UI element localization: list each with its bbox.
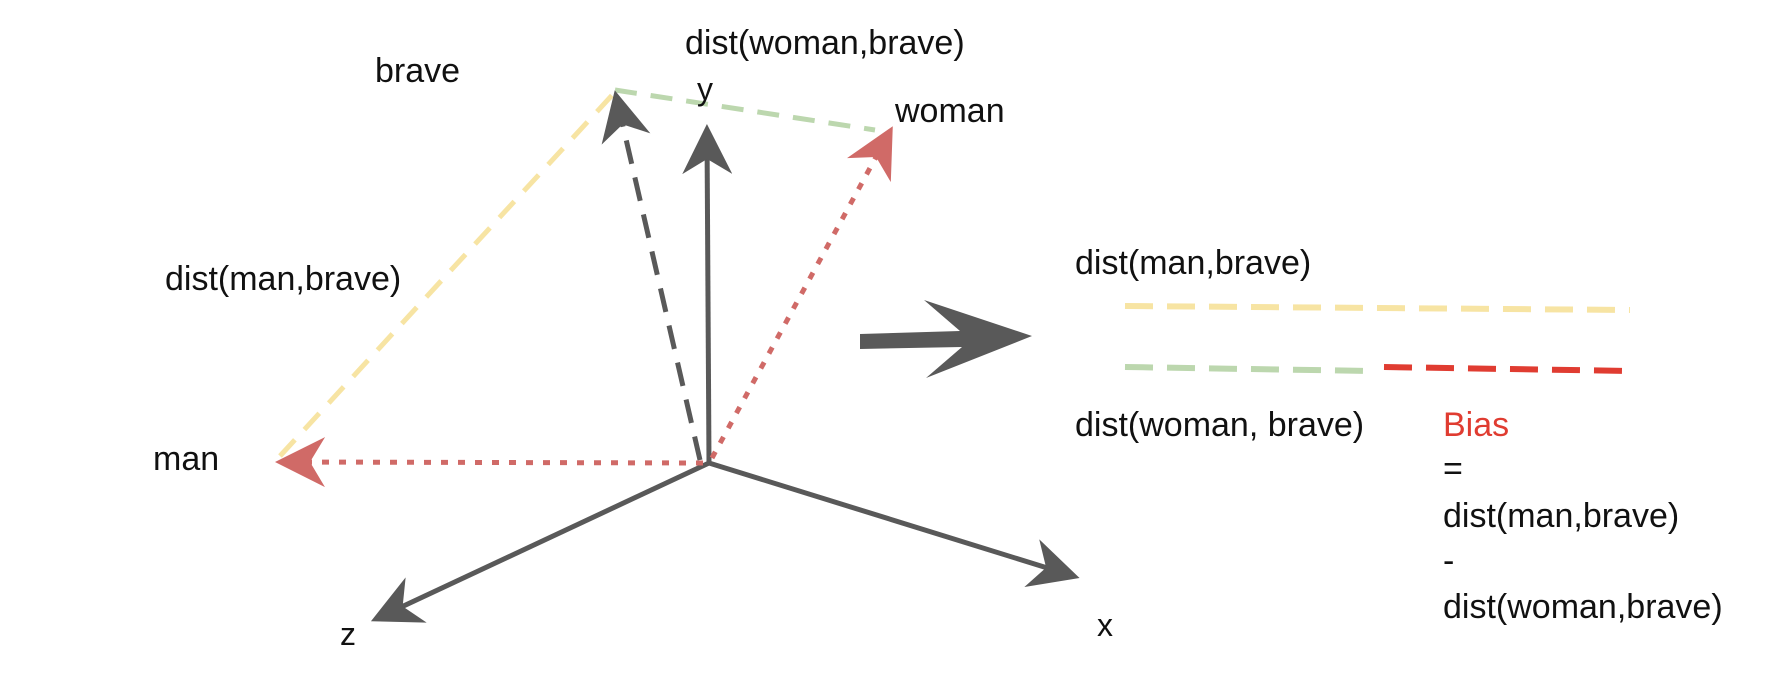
formula-term-1: dist(man,brave) (1443, 497, 1679, 535)
man-label: man (153, 440, 219, 478)
y-axis-arrow (682, 124, 733, 464)
dist-woman-brave-right-label: dist(woman, brave) (1075, 406, 1364, 444)
z-axis-label: z (340, 616, 356, 652)
dist-woman-brave-top-label: dist(woman,brave) (685, 24, 965, 62)
x-axis-arrow (708, 460, 1080, 588)
dist-man-brave-right-label: dist(man,brave) (1075, 244, 1311, 282)
y-axis-label: y (697, 71, 713, 107)
formula-minus: - (1443, 542, 1454, 580)
brave-label: brave (375, 52, 460, 90)
woman-vector-arrow (709, 126, 893, 460)
bias-label: Bias (1443, 406, 1509, 444)
dist-man-brave-left-label: dist(man,brave) (165, 260, 401, 298)
dist-man-brave-line (278, 90, 617, 458)
formula-equals: = (1443, 450, 1463, 488)
z-axis-arrow (370, 460, 711, 623)
dist-woman-brave-bar (1124, 364, 1373, 374)
dist-man-brave-bar (1124, 303, 1631, 313)
woman-label: woman (894, 92, 1005, 130)
transition-arrow (860, 300, 1032, 378)
x-axis-label: x (1097, 607, 1113, 643)
dist-woman-brave-line (614, 87, 876, 133)
formula-term-2: dist(woman,brave) (1443, 588, 1723, 626)
bias-bar (1383, 364, 1631, 374)
man-vector-arrow (275, 437, 704, 488)
brave-vector-arrow (601, 90, 703, 461)
